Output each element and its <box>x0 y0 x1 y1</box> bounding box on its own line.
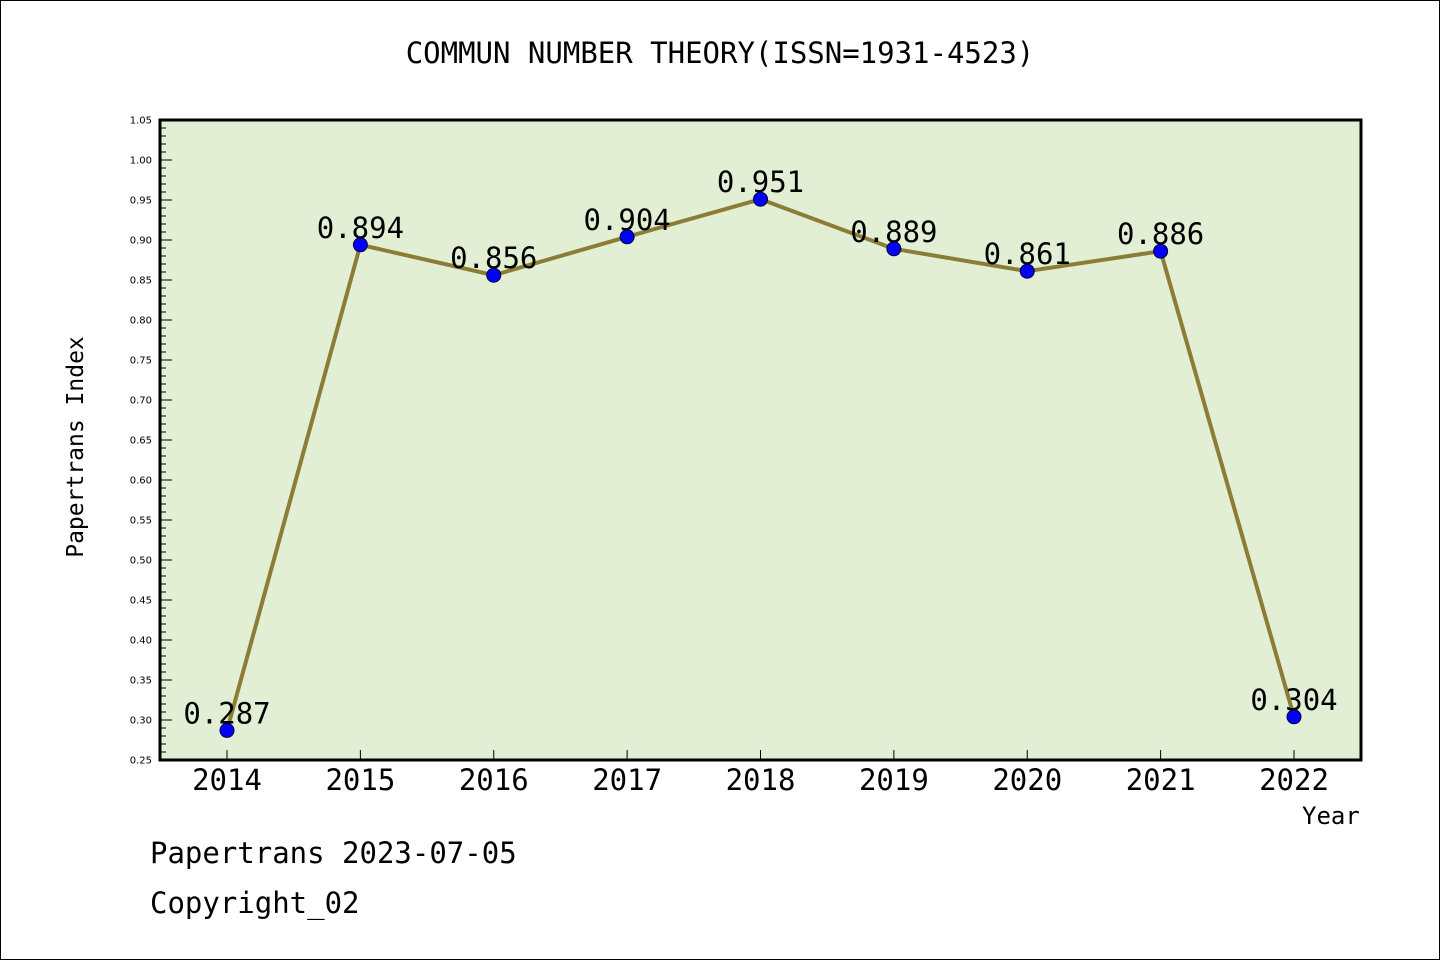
y-tick-label: 0.55 <box>130 516 152 527</box>
chart-title: COMMUN NUMBER THEORY(ISSN=1931-4523) <box>405 36 1035 70</box>
x-tick-label: 2016 <box>459 763 529 797</box>
data-point <box>1019 263 1035 279</box>
data-label: 0.889 <box>850 215 937 249</box>
data-label: 0.856 <box>450 241 537 275</box>
data-point <box>486 267 502 283</box>
data-label: 0.904 <box>583 203 670 237</box>
plot-border <box>158 118 1363 762</box>
data-label: 0.951 <box>717 165 804 199</box>
x-axis-label: Year <box>1302 802 1360 830</box>
y-tick-label: 0.65 <box>130 436 152 447</box>
y-tick-label: 1.00 <box>130 156 152 167</box>
plot-area <box>160 120 1361 760</box>
data-point <box>886 241 902 257</box>
data-label: 0.894 <box>317 211 404 245</box>
y-tick-label: 0.95 <box>130 196 152 207</box>
data-label: 0.886 <box>1117 217 1204 251</box>
y-tick-label: 0.25 <box>130 756 152 767</box>
x-tick-label: 2018 <box>726 763 796 797</box>
y-tick-label: 0.70 <box>130 396 152 407</box>
x-tick-label: 2020 <box>992 763 1062 797</box>
footer-date: Papertrans 2023-07-05 <box>150 836 517 870</box>
x-tick-label: 2014 <box>192 763 262 797</box>
y-tick-label: 0.45 <box>130 596 152 607</box>
y-tick-label: 1.05 <box>130 116 152 127</box>
data-point <box>1286 709 1302 725</box>
data-point <box>753 191 768 207</box>
data-point <box>1153 243 1169 259</box>
x-tick-label: 2021 <box>1126 763 1196 797</box>
data-point <box>352 237 368 253</box>
y-tick-label: 0.60 <box>130 476 152 487</box>
x-tick-label: 2019 <box>859 763 929 797</box>
y-tick-label: 0.85 <box>130 276 152 287</box>
footer-copyright: Copyright_02 <box>150 886 360 920</box>
y-tick-label: 0.40 <box>130 636 152 647</box>
data-point <box>219 722 235 738</box>
data-label: 0.861 <box>984 237 1071 271</box>
data-label: 0.304 <box>1250 683 1337 717</box>
x-tick-label: 2022 <box>1259 763 1329 797</box>
y-tick-label: 0.80 <box>130 316 152 327</box>
x-tick-label: 2017 <box>592 763 662 797</box>
y-tick-label: 0.35 <box>130 676 152 687</box>
y-tick-label: 0.75 <box>130 356 152 367</box>
y-tick-label: 0.90 <box>130 236 152 247</box>
y-tick-label: 0.30 <box>130 716 152 727</box>
data-label: 0.287 <box>183 696 270 730</box>
data-point <box>619 229 635 245</box>
y-tick-label: 0.50 <box>130 556 152 567</box>
x-tick-label: 2015 <box>325 763 395 797</box>
